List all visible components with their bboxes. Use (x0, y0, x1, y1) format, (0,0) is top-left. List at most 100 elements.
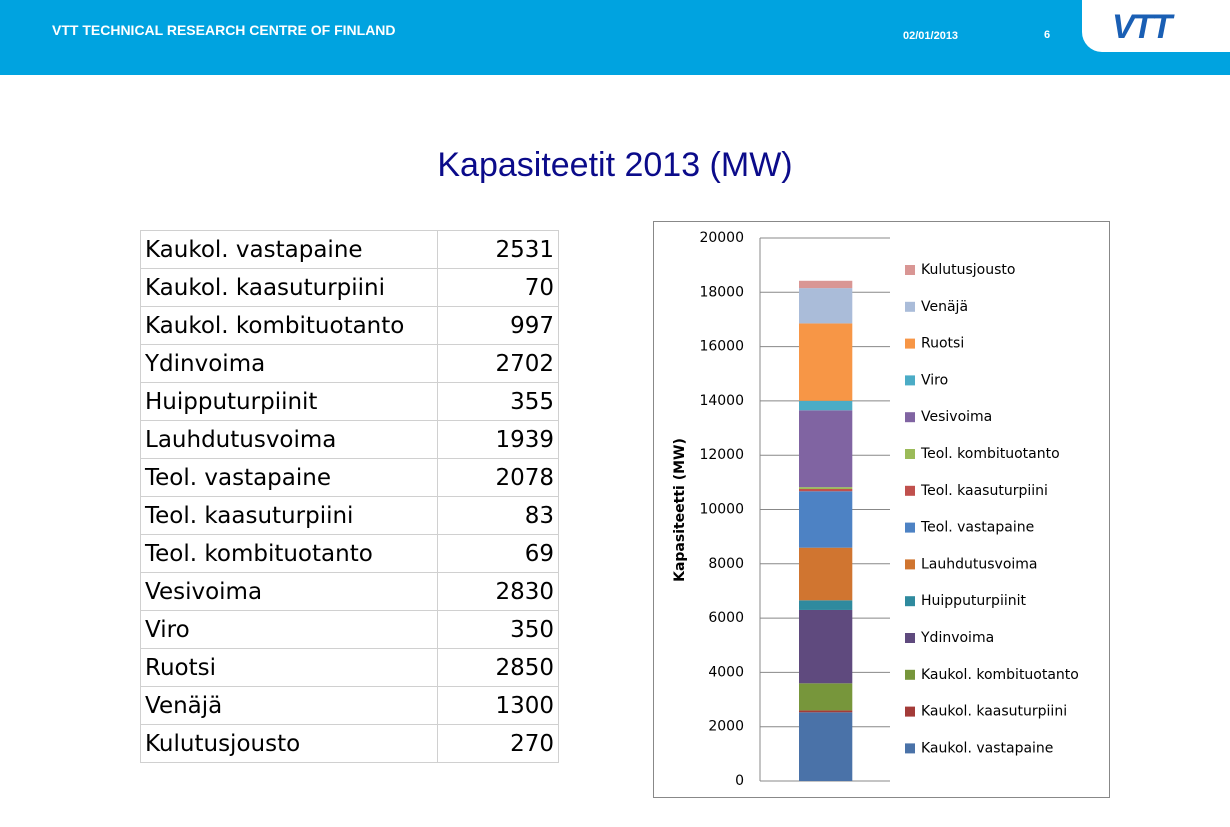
value-cell: 2531 (437, 230, 559, 269)
value-cell: 2078 (437, 458, 559, 497)
table-row: Kaukol. vastapaine 2531 (140, 230, 559, 269)
legend-swatch (905, 412, 915, 423)
legend-label: Teol. kaasuturpiini (920, 483, 1048, 499)
legend-label: Huipputurpiinit (921, 593, 1026, 609)
bar-segment (799, 710, 853, 713)
y-tick-label: 8000 (708, 556, 744, 572)
organization: VTT TECHNICAL RESEARCH CENTRE OF FINLAND (52, 22, 396, 38)
logo-text: VTT (1112, 8, 1172, 46)
page-number: 6 (1044, 29, 1051, 41)
legend-label: Teol. vastapaine (920, 520, 1034, 536)
label-cell: Kaukol. kaasuturpiini (140, 268, 438, 307)
table-row: Teol. kaasuturpiini 83 (140, 496, 559, 535)
legend-label: Vesivoima (921, 409, 992, 425)
legend-label: Ruotsi (921, 336, 964, 352)
header-bar: VTT TECHNICAL RESEARCH CENTRE OF FINLAND… (0, 0, 1230, 75)
legend-label: Kulutusjousto (921, 262, 1015, 278)
table-row: Venäjä 1300 (140, 686, 559, 725)
value-cell: 83 (437, 496, 559, 535)
legend-label: Ydinvoima (920, 630, 994, 646)
bar-segment (799, 323, 853, 401)
label-cell: Ruotsi (140, 648, 438, 687)
table-row: Teol. vastapaine 2078 (140, 458, 559, 497)
legend-label: Teol. kombituotanto (920, 446, 1060, 462)
legend-swatch (905, 338, 915, 349)
y-tick-label: 14000 (699, 393, 744, 409)
bar-segment (799, 683, 853, 711)
legend-swatch (905, 743, 915, 754)
y-tick-label: 20000 (699, 230, 744, 246)
legend-swatch (905, 633, 915, 643)
label-cell: Kulutusjousto (140, 724, 438, 763)
y-tick-label: 16000 (699, 339, 744, 355)
legend-swatch (905, 522, 915, 533)
table-row: Vesivoima 2830 (140, 572, 559, 611)
legend-swatch (905, 596, 915, 607)
bar-segment (799, 280, 853, 289)
y-tick-label: 10000 (699, 502, 744, 518)
y-axis-title: Kapasiteetti (MW) (672, 438, 688, 582)
table-row: Ruotsi 2850 (140, 648, 559, 687)
label-cell: Lauhdutusvoima (140, 420, 438, 459)
y-tick-label: 2000 (708, 719, 744, 735)
bar-segment (799, 487, 853, 490)
bar-segment (799, 288, 853, 324)
bar-segment (799, 489, 853, 492)
slide-title: Kapasiteetit 2013 (MW) (437, 146, 793, 184)
value-cell: 270 (437, 724, 559, 763)
value-cell: 997 (437, 306, 559, 345)
value-cell: 70 (437, 268, 559, 307)
y-tick-label: 6000 (708, 610, 744, 626)
y-tick-label: 12000 (699, 447, 744, 463)
legend-swatch (905, 301, 915, 312)
label-cell: Teol. kaasuturpiini (140, 496, 438, 535)
y-tick-label: 4000 (708, 664, 744, 680)
capacity-table: Kaukol. vastapaine 2531 Kaukol. kaasuturpi… (140, 230, 559, 763)
label-cell: Kaukol. kombituotanto (140, 306, 438, 345)
legend-swatch (905, 485, 915, 496)
bar-segment (799, 410, 853, 488)
legend-label: Kaukol. kaasuturpiini (921, 704, 1067, 720)
legend-label: Lauhdutusvoima (921, 556, 1038, 572)
label-cell: Viro (140, 610, 438, 649)
legend-label: Venäjä (921, 299, 968, 315)
date: 02/01/2013 (903, 30, 959, 42)
y-tick-label: 0 (735, 773, 744, 789)
legend-label: Viro (921, 372, 948, 388)
table-row: Kulutusjousto 270 (140, 724, 559, 763)
value-cell: 355 (437, 382, 559, 421)
label-cell: Ydinvoima (140, 344, 438, 383)
legend-swatch (905, 265, 915, 275)
logo: VTT (1082, 0, 1230, 52)
legend-label: Kaukol. kombituotanto (921, 667, 1079, 683)
label-cell: Teol. kombituotanto (140, 534, 438, 573)
value-cell: 69 (437, 534, 559, 573)
label-cell: Venäjä (140, 686, 438, 725)
value-cell: 2830 (437, 572, 559, 611)
table-row: Ydinvoima 2702 (140, 344, 559, 383)
label-cell: Kaukol. vastapaine (140, 230, 438, 269)
table-row: Huipputurpiinit 355 (140, 382, 559, 421)
legend-swatch (905, 706, 915, 717)
value-cell: 2702 (437, 344, 559, 383)
bar-segment (799, 609, 853, 684)
table-row: Viro 350 (140, 610, 559, 649)
value-cell: 1939 (437, 420, 559, 459)
label-cell: Teol. vastapaine (140, 458, 438, 497)
legend-swatch (905, 559, 915, 570)
bar-segment (799, 600, 853, 610)
bar-segment (799, 547, 853, 601)
label-cell: Huipputurpiinit (140, 382, 438, 421)
value-cell: 1300 (437, 686, 559, 725)
table-row: Teol. kombituotanto 69 (140, 534, 559, 573)
bar-segment (799, 400, 853, 411)
legend-label: Kaukol. vastapaine (921, 740, 1053, 756)
y-tick-label: 18000 (699, 284, 744, 300)
chart: Kapasiteetti (MW) 0 2000 4000 6000 8000 10000… (653, 221, 1110, 798)
value-cell: 2850 (437, 648, 559, 687)
legend-swatch (905, 449, 915, 459)
legend-swatch (905, 669, 915, 680)
bar-segment (799, 491, 853, 548)
legend-swatch (905, 375, 915, 386)
